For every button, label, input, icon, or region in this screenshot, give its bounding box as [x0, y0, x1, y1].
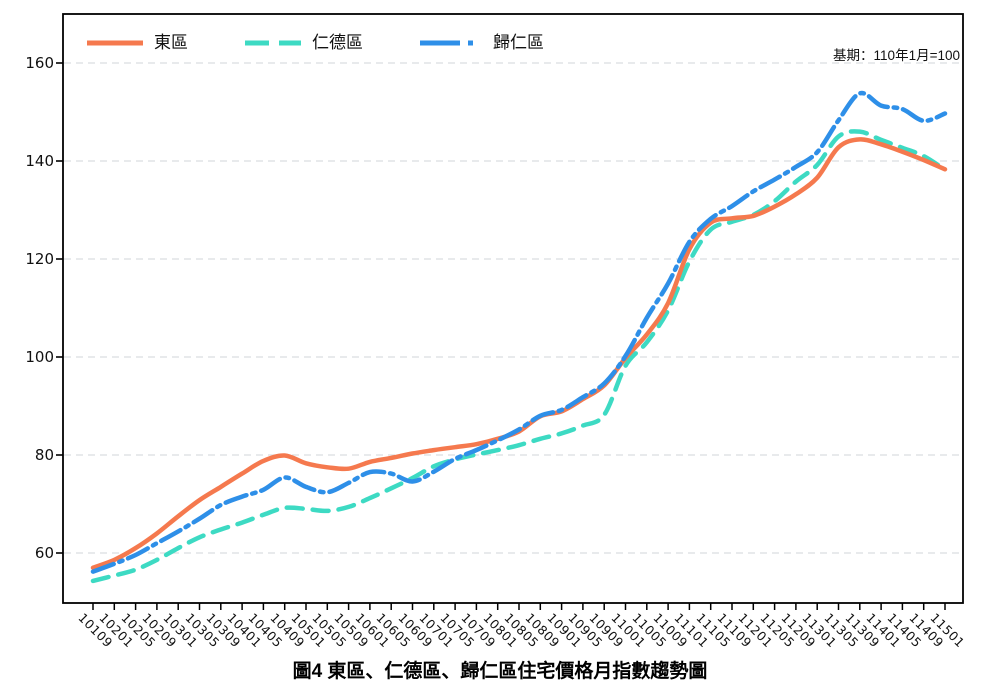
legend-item-east-district: 東區 [86, 34, 188, 51]
legend-swatch-dashed-line [245, 40, 301, 45]
legend-swatch-dashdot-line [420, 40, 482, 45]
base-period-note: 基期：110年1月=100 [833, 48, 960, 63]
legend: 東區 仁德區 歸仁區 [86, 34, 544, 51]
y-tick-label: 160 [25, 54, 54, 72]
y-tick-label: 60 [34, 544, 54, 562]
legend-item-guiren-district: 歸仁區 [419, 34, 544, 51]
legend-label: 歸仁區 [493, 33, 544, 52]
y-tick-label: 80 [34, 446, 54, 464]
y-tick-label: 100 [25, 348, 54, 366]
chart-title: 圖4 東區、仁德區、歸仁區住宅價格月指數趨勢圖 [292, 661, 708, 682]
legend-item-rende-district: 仁德區 [244, 34, 363, 51]
plot-border [62, 13, 964, 604]
series-line-rende-district [90, 129, 948, 584]
legend-label: 東區 [154, 33, 188, 52]
legend-label: 仁德區 [312, 33, 363, 52]
y-tick-label: 120 [25, 250, 54, 268]
y-tick-label: 140 [25, 152, 54, 170]
series-line-guiren-district [90, 90, 948, 574]
legend-swatch-solid-line [87, 40, 143, 45]
